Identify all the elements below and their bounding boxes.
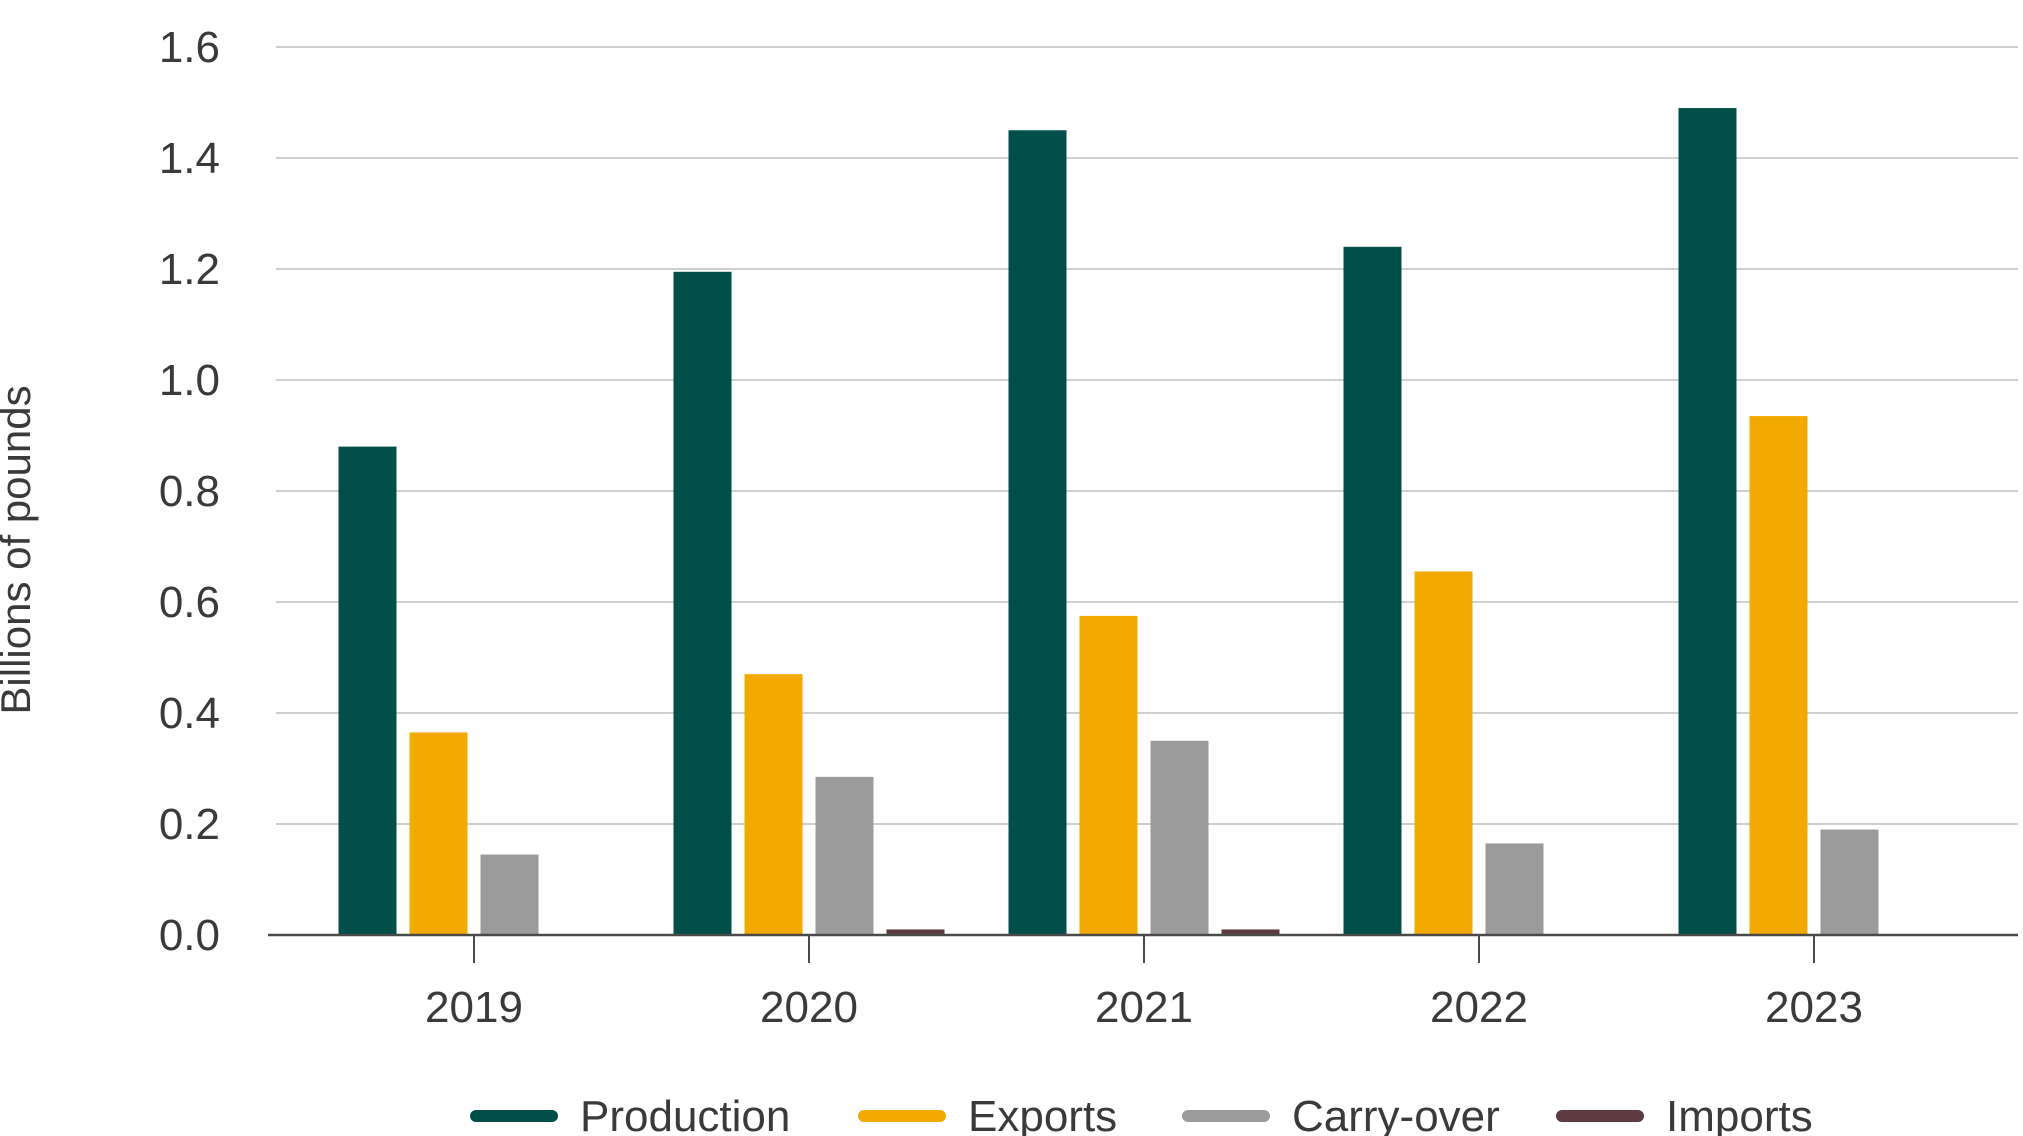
bar-imports-2020 [886, 929, 945, 935]
legend: Production Exports Carry-over Imports [470, 1092, 1813, 1136]
legend-item-carry-over: Carry-over [1182, 1092, 1500, 1136]
gridlines [276, 46, 2018, 825]
x-tick-label: 2023 [1765, 983, 1863, 1032]
bars [338, 108, 1879, 936]
y-axis-ticks: 0.0 0.2 0.4 0.6 0.8 1.0 1.2 1.4 1.6 [159, 23, 220, 960]
y-tick-label: 0.4 [159, 689, 220, 738]
bar-carry-over-2021 [1150, 740, 1209, 935]
bar-imports-2021 [1221, 929, 1280, 935]
bar-carry-over-2023 [1820, 829, 1879, 935]
legend-label: Production [580, 1092, 790, 1136]
x-tick-label: 2021 [1095, 983, 1193, 1032]
legend-item-exports: Exports [858, 1092, 1117, 1136]
bar-exports-2021 [1079, 615, 1138, 935]
y-tick-label: 0.8 [159, 467, 220, 516]
bar-production-2020 [673, 271, 732, 935]
x-tick-label: 2020 [760, 983, 858, 1032]
legend-label: Imports [1666, 1092, 1813, 1136]
bar-exports-2020 [744, 674, 803, 935]
legend-item-imports: Imports [1556, 1092, 1813, 1136]
bar-exports-2022 [1414, 571, 1473, 935]
y-tick-label: 0.2 [159, 800, 220, 849]
bar-production-2021 [1008, 130, 1067, 935]
bar-carry-over-2020 [815, 776, 874, 935]
bar-production-2023 [1678, 108, 1737, 936]
x-tick-label: 2019 [425, 983, 523, 1032]
bar-exports-2023 [1749, 416, 1808, 935]
legend-label: Carry-over [1292, 1092, 1500, 1136]
bar-carry-over-2022 [1485, 843, 1544, 935]
bar-exports-2019 [409, 732, 468, 935]
y-tick-label: 0.6 [159, 578, 220, 627]
bar-production-2019 [338, 446, 397, 935]
y-tick-label: 1.4 [159, 134, 220, 183]
y-tick-label: 1.2 [159, 245, 220, 294]
y-axis-label: Billions of pounds [0, 385, 39, 714]
legend-item-production: Production [470, 1092, 790, 1136]
legend-label: Exports [968, 1092, 1117, 1136]
y-tick-label: 1.0 [159, 356, 220, 405]
bar-carry-over-2019 [480, 854, 539, 935]
x-axis: 2019 2020 2021 2022 2023 [268, 933, 2018, 1032]
bar-production-2022 [1343, 246, 1402, 936]
x-tick-label: 2022 [1430, 983, 1528, 1032]
y-tick-label: 1.6 [159, 23, 220, 72]
y-tick-label: 0.0 [159, 911, 220, 960]
